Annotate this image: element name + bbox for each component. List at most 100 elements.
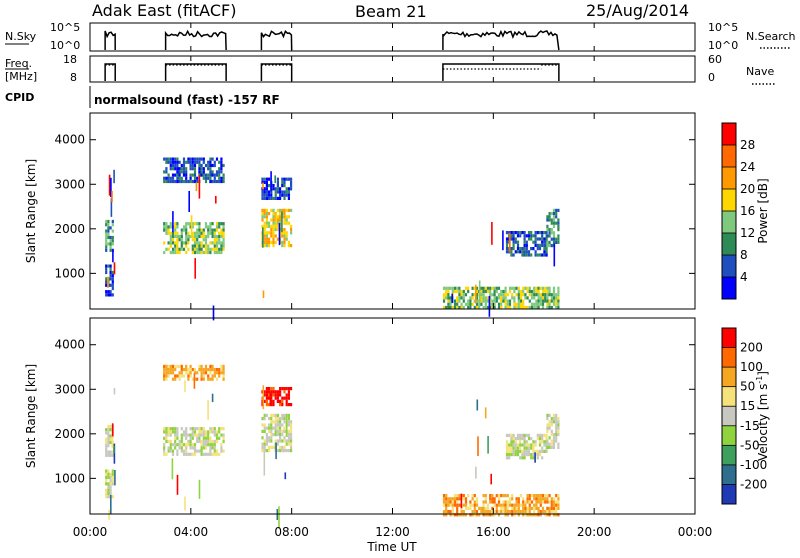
heatmap-cell [445,500,448,504]
heatmap-cell [471,296,474,300]
heatmap-cell [163,225,166,229]
heatmap-cell [504,494,507,498]
heatmap-cell [526,494,529,498]
freq-tick-bottom: 8 [70,71,77,84]
heatmap-cell [510,247,513,251]
heatmap-cell [523,437,526,441]
heatmap-cell [193,427,197,431]
heatmap-cell [486,286,490,290]
heatmap-cell [176,231,179,235]
heatmap-cell [187,371,190,375]
heatmap-cell [270,393,273,397]
heatmap-cell [163,176,166,180]
heatmap-cell [109,482,112,486]
heatmap-cell [545,433,548,437]
heatmap-cell [473,494,476,498]
heatmap-cell [263,445,266,449]
heatmap-cell [276,420,279,424]
heatmap-cell [193,157,197,161]
heatmap-cell [165,222,168,226]
heatmap-cell [163,449,166,453]
heatmap-cell [482,494,485,498]
heatmap-cell [528,299,531,303]
heatmap-cell [178,364,181,368]
heatmap-cell [218,436,221,440]
heatmap-cell [111,277,114,281]
heatmap-cell [475,284,477,304]
power-panel [89,112,696,310]
heatmap-cell [215,368,219,372]
heatmap-cell [526,510,529,514]
heatmap-cell [535,513,538,517]
heatmap-cell [263,177,266,181]
heatmap-cell [557,500,560,504]
heatmap-cell [220,449,223,453]
heatmap-cell [538,247,542,251]
heatmap-cell [281,231,284,235]
heatmap-cell [290,436,293,440]
heatmap-cell [512,453,515,457]
heatmap-cell [505,446,509,450]
heatmap-cell [287,244,290,248]
heatmap-cell [453,302,457,306]
heatmap-cell [180,241,183,245]
heatmap-cell [557,497,560,501]
heatmap-cell [453,503,457,507]
heatmap-cell [535,286,538,290]
heatmap-cell [508,305,512,310]
heatmap-cell [514,449,517,453]
heatmap-cell [209,446,212,450]
heatmap-cell [114,470,116,486]
nave-label: Nave [746,65,774,78]
heatmap-cell [489,497,492,501]
heatmap-cell [555,417,558,421]
heatmap-cell [263,196,266,200]
colorbar-tick-label: 20 [740,182,755,196]
heatmap-cell [191,452,194,456]
heatmap-cell [523,250,526,254]
heatmap-cell [261,436,264,440]
heatmap-cell [445,286,448,290]
heatmap-cell [462,299,465,303]
heatmap-cell [557,299,560,303]
heatmap-cell [550,231,553,235]
heatmap-cell [281,423,284,427]
heatmap-cell [189,452,192,456]
heatmap-cell [218,176,221,180]
heatmap-cell [458,289,461,294]
heatmap-cell [471,494,474,498]
heatmap-cell [193,371,197,375]
heatmap-cell [263,224,266,228]
heatmap-cell [550,510,553,514]
heatmap-cell [491,293,494,297]
heatmap-cell [283,212,286,216]
heatmap-cell [546,296,549,300]
heatmap-cell [171,368,175,372]
heatmap-cell [541,500,545,504]
heatmap-cell [478,305,481,310]
heatmap-cell [198,364,201,368]
heatmap-cell [202,170,205,174]
heatmap-cell [265,193,268,197]
heatmap-cell [202,231,205,235]
heatmap-cell [519,456,522,460]
heatmap-cell [555,237,558,241]
heatmap-cell [182,433,186,437]
heatmap-cell [517,510,520,514]
heatmap-cell [550,442,553,446]
heatmap-cell [538,243,542,247]
heatmap-cell [163,443,166,447]
heatmap-cell [514,446,517,450]
heatmap-cell [557,429,560,433]
heatmap-cell [523,253,526,257]
heatmap-cell [261,417,264,421]
heatmap-cell [447,510,450,514]
colorbar-swatch [722,277,736,299]
heatmap-cell [171,163,175,168]
heatmap-cell [458,503,461,507]
heatmap-cell [265,390,268,394]
heatmap-cell [107,293,110,297]
heatmap-cell [525,253,528,257]
heatmap-cell [495,503,498,507]
heatmap-cell [519,449,522,453]
